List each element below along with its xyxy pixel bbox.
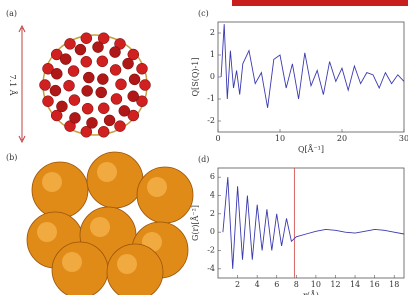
highlight	[37, 222, 57, 242]
y-axis-label: Q[S(Q)-1]	[191, 58, 200, 97]
atom	[86, 117, 97, 128]
y-tick-label: -2	[207, 116, 215, 125]
atom	[60, 54, 71, 65]
y-tick-label: 2	[210, 28, 215, 37]
panel-label: (b)	[6, 153, 17, 162]
atom	[104, 115, 115, 126]
x-tick-label: 2	[235, 280, 240, 289]
atom	[111, 93, 122, 104]
photo-edge	[232, 0, 408, 6]
x-tick-label: 30	[399, 134, 408, 143]
atom	[136, 63, 147, 74]
atom	[128, 91, 139, 102]
x-tick-label: 20	[337, 134, 347, 143]
atom	[115, 121, 126, 132]
atom	[69, 112, 80, 123]
x-tick-label: 8	[294, 280, 299, 289]
x-tick-label: 0	[215, 134, 220, 143]
atom	[43, 96, 54, 107]
atom	[98, 103, 109, 114]
panel-label: (d)	[198, 155, 209, 164]
atom	[97, 74, 108, 85]
figure: (a) (b) 7.1 Å (c)Q[S(Q)-1]Q[Å⁻¹]-2-10120…	[0, 0, 408, 295]
atom	[75, 44, 86, 55]
fullerene-cluster	[27, 152, 193, 295]
atom	[68, 66, 79, 77]
x-tick-label: 14	[350, 280, 360, 289]
atom	[81, 56, 92, 67]
y-tick-label: 2	[210, 209, 215, 218]
y-tick-label: 0	[210, 72, 215, 81]
atom	[83, 72, 94, 83]
atom	[51, 68, 62, 79]
atom	[96, 87, 107, 98]
atom	[123, 58, 134, 69]
x-tick-label: 10	[311, 280, 321, 289]
atom	[81, 33, 92, 44]
highlight	[90, 217, 110, 237]
y-tick-label: 6	[210, 172, 215, 181]
highlight	[147, 177, 167, 197]
y-tick-label: 4	[210, 191, 215, 200]
atom	[110, 64, 121, 75]
data-line	[221, 24, 404, 108]
highlight	[117, 254, 137, 274]
atom	[82, 85, 93, 96]
x-tick-label: 16	[370, 280, 380, 289]
x-tick-label: 4	[255, 280, 260, 289]
y-axis-label: G(r)[Å⁻²]	[191, 205, 200, 241]
data-line	[223, 177, 404, 269]
atom	[69, 95, 80, 106]
y-tick-label: -2	[207, 246, 215, 255]
atom	[97, 56, 108, 67]
fullerene	[32, 162, 88, 218]
size-label: 7.1 Å	[8, 74, 17, 95]
x-tick-label: 10	[275, 134, 285, 143]
atom	[115, 79, 126, 90]
atom	[110, 47, 121, 58]
atom	[82, 103, 93, 114]
fullerene	[87, 152, 143, 208]
c60-molecule	[40, 33, 151, 138]
panel-label: (a)	[6, 9, 17, 18]
atom	[40, 80, 51, 91]
x-tick-label: 18	[389, 280, 399, 289]
atom	[56, 101, 67, 112]
highlight	[62, 252, 82, 272]
x-tick-label: 6	[274, 280, 279, 289]
highlight	[42, 172, 62, 192]
plot-frame	[218, 22, 404, 132]
atom	[93, 42, 104, 53]
atom	[140, 80, 151, 91]
y-tick-label: 0	[210, 227, 215, 236]
panel-label: (c)	[198, 9, 209, 18]
atom	[65, 38, 76, 49]
x-axis-label: Q[Å⁻¹]	[298, 145, 324, 154]
y-tick-label: -1	[207, 94, 215, 103]
fullerene	[52, 242, 108, 295]
atom	[50, 85, 61, 96]
y-tick-label: -4	[207, 264, 215, 273]
atom	[98, 126, 109, 137]
plot-frame	[218, 168, 404, 278]
fullerene	[137, 167, 193, 223]
highlight	[97, 162, 117, 182]
atom	[129, 74, 140, 85]
y-tick-label: 1	[210, 50, 215, 59]
atom	[64, 80, 75, 91]
x-axis-label: r(Å)	[303, 291, 319, 295]
x-tick-label: 12	[330, 280, 340, 289]
atom	[119, 105, 130, 116]
